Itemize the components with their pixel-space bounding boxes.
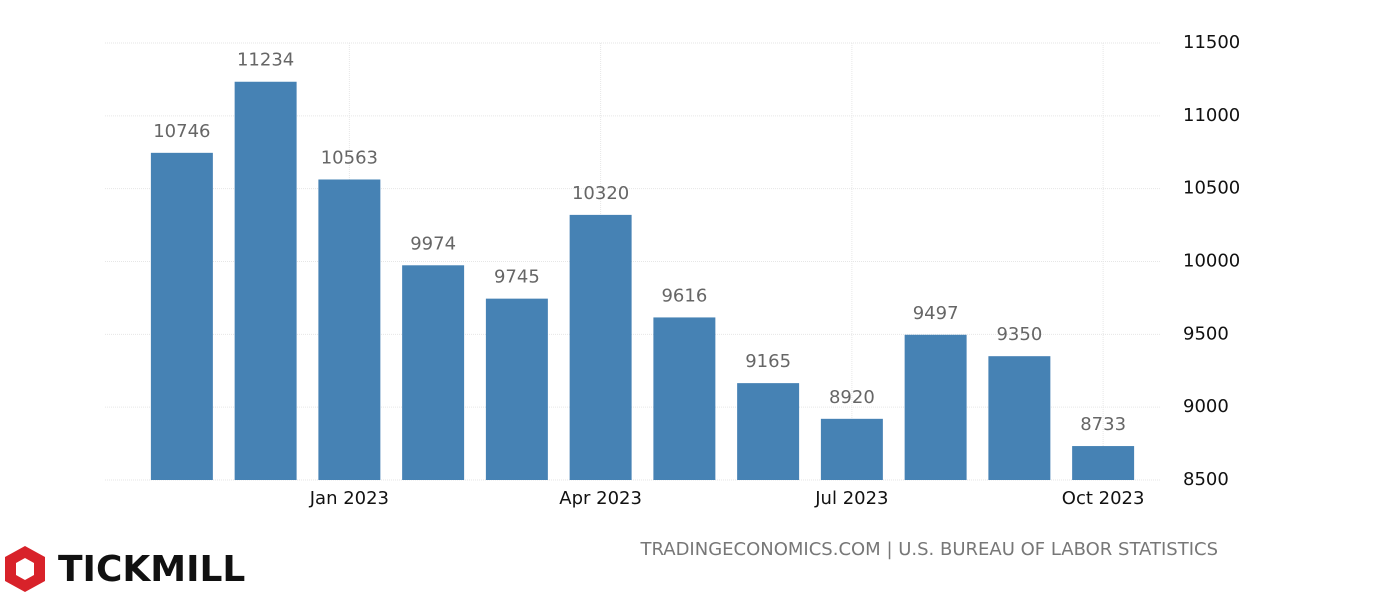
brand-name: TICKMILL <box>58 549 245 590</box>
value-label: 9497 <box>913 303 959 324</box>
bar <box>737 383 800 480</box>
x-tick-label: Jul 2023 <box>814 488 888 509</box>
y-tick-label: 9000 <box>1183 396 1229 417</box>
bar <box>234 81 297 481</box>
value-label: 8733 <box>1080 414 1126 435</box>
bar <box>569 214 632 481</box>
logo-icon-inner <box>16 558 34 580</box>
value-label: 10320 <box>572 183 629 204</box>
bar <box>653 317 716 480</box>
bar <box>820 418 883 480</box>
value-label: 10563 <box>321 147 378 168</box>
value-label: 10746 <box>153 121 210 142</box>
bar <box>1072 446 1135 480</box>
x-tick-label: Jan 2023 <box>309 488 389 509</box>
x-tick-label: Apr 2023 <box>559 488 642 509</box>
y-tick-label: 8500 <box>1183 469 1229 490</box>
source: TRADINGECONOMICS.COM | U.S. BUREAU OF LA… <box>639 539 1218 560</box>
value-label: 9616 <box>661 285 707 306</box>
bar <box>318 179 381 480</box>
value-label: 9974 <box>410 233 456 254</box>
x-tick-label: Oct 2023 <box>1062 488 1145 509</box>
value-label: 8920 <box>829 387 875 408</box>
bar <box>485 298 548 480</box>
brand-logo: TICKMILL <box>5 546 245 592</box>
value-label: 11234 <box>237 50 294 71</box>
y-tick-label: 11000 <box>1183 105 1240 126</box>
value-label: 9165 <box>745 351 791 372</box>
bar <box>150 152 213 480</box>
y-tick-label: 10000 <box>1183 251 1240 272</box>
y-tick-label: 10500 <box>1183 178 1240 199</box>
bar <box>904 334 967 480</box>
bar <box>402 265 465 480</box>
bar <box>988 356 1051 480</box>
y-tick-label: 9500 <box>1183 323 1229 344</box>
y-tick-label: 11500 <box>1183 32 1240 53</box>
value-label: 9350 <box>996 324 1042 345</box>
value-label: 9745 <box>494 267 540 288</box>
